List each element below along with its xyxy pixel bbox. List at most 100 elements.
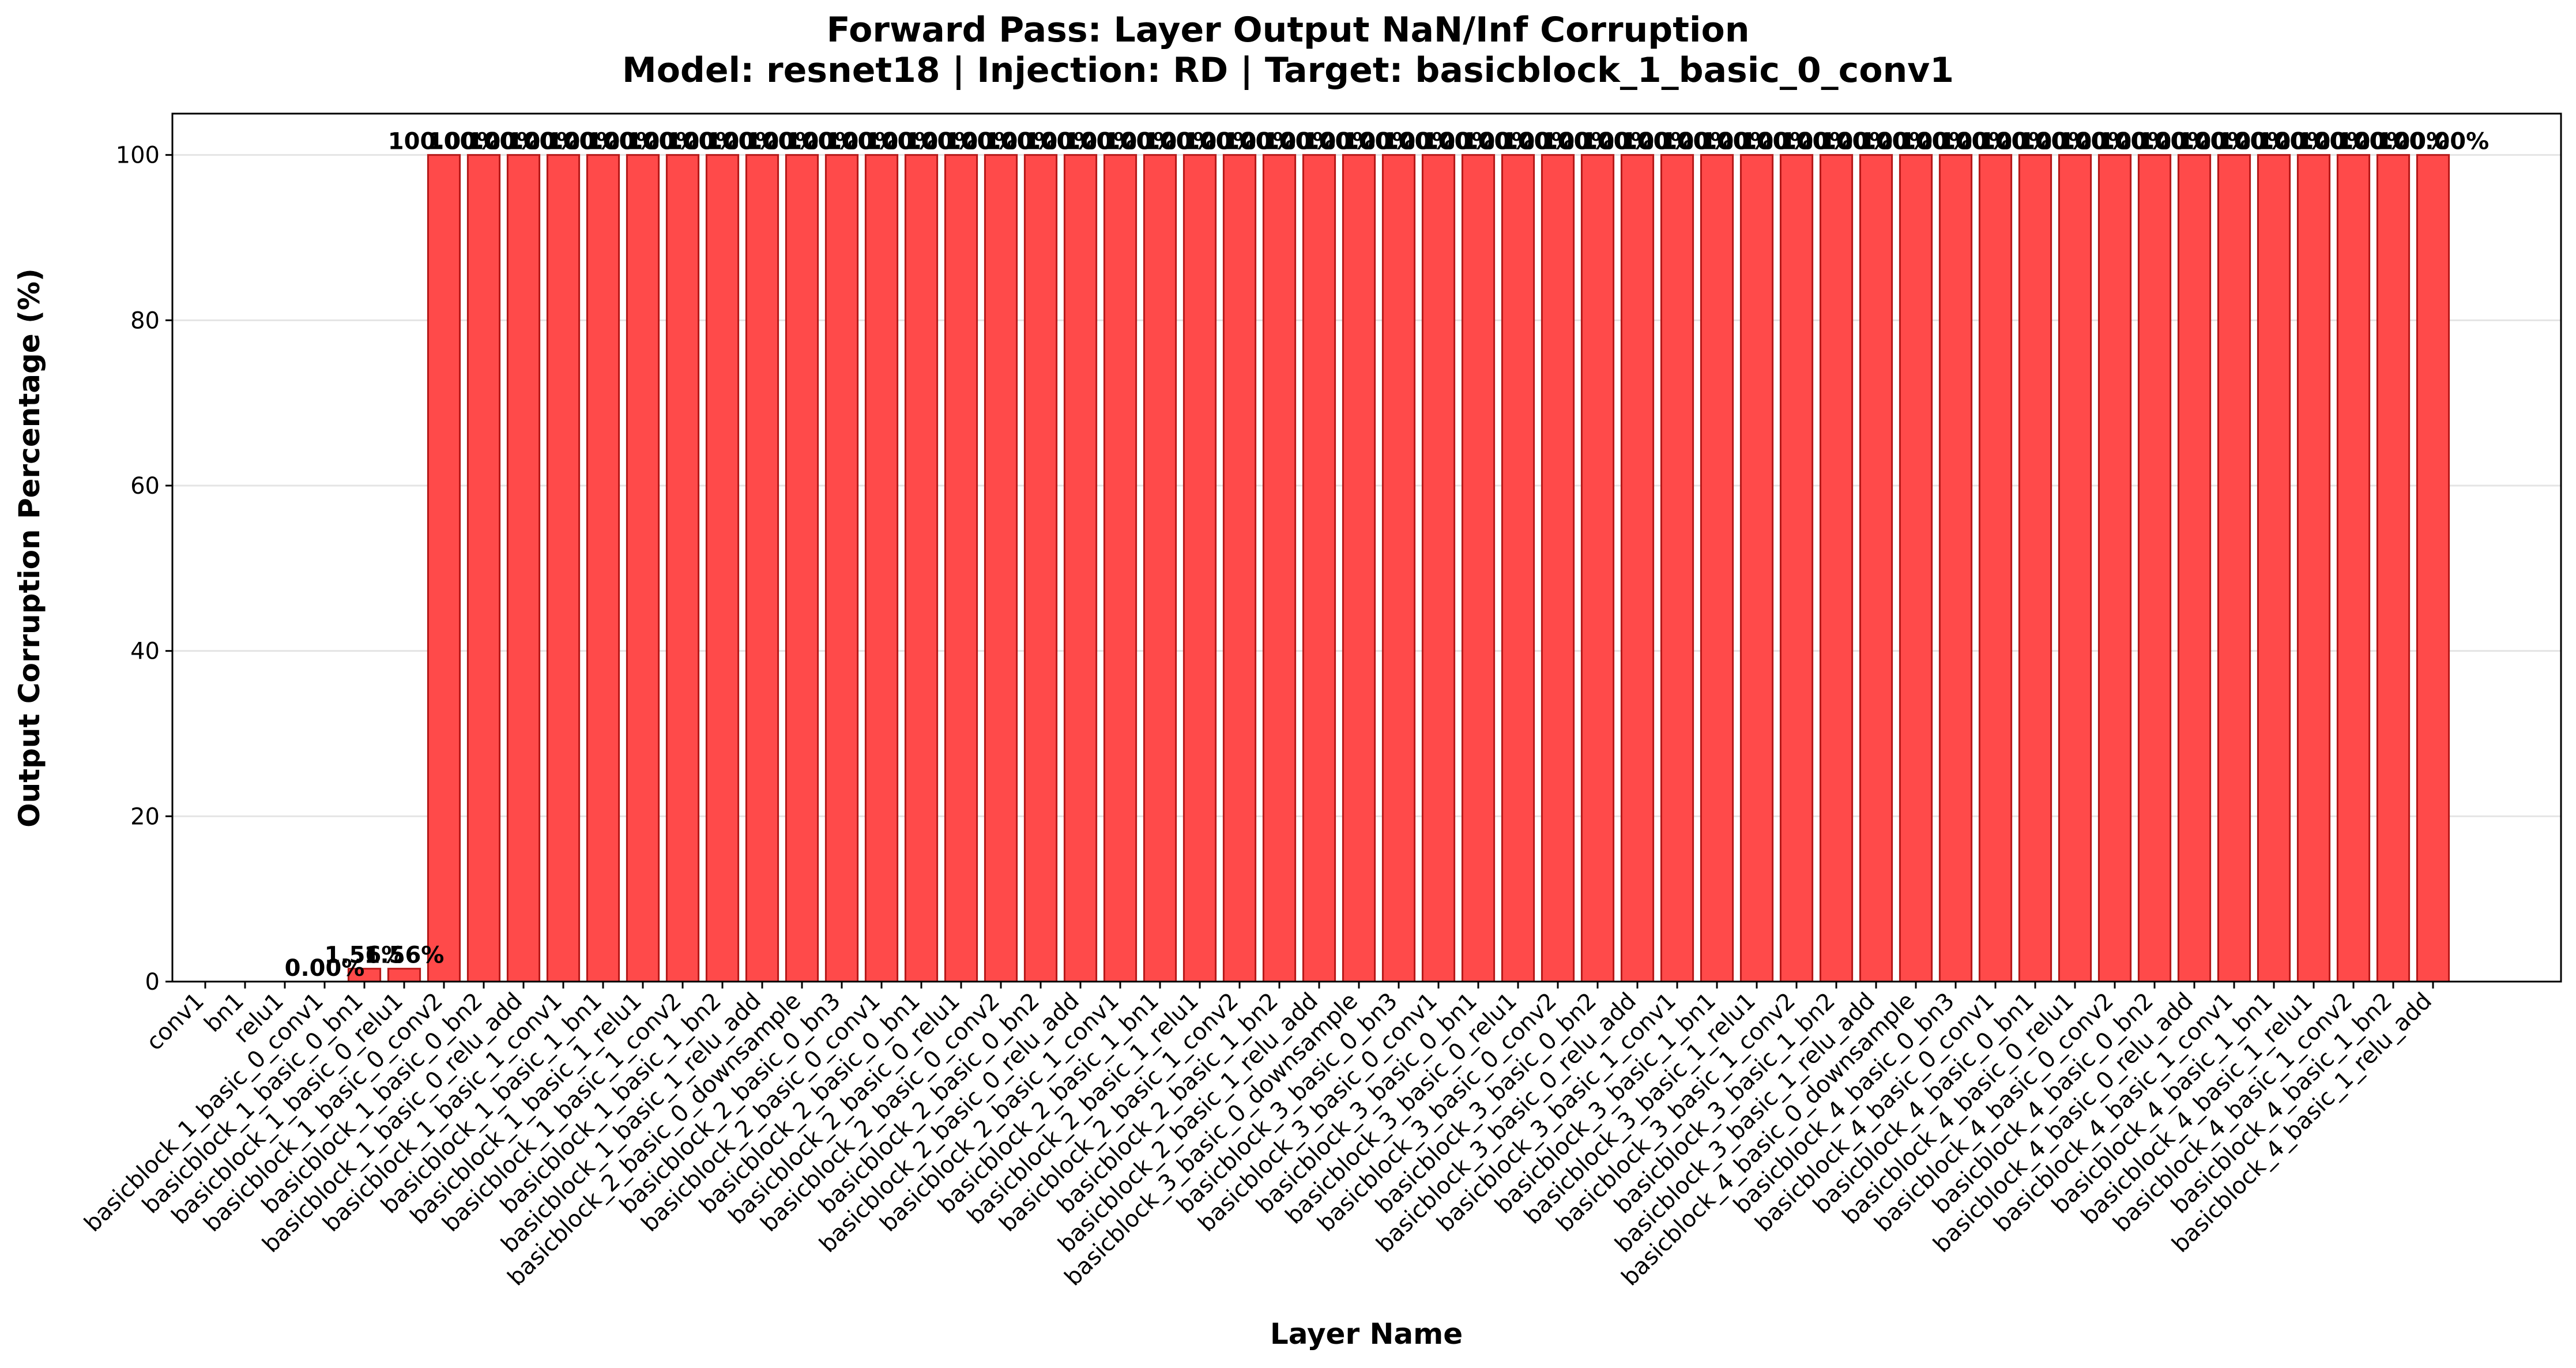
bar bbox=[665, 154, 700, 983]
bar-value-label: 100.00% bbox=[2337, 129, 2449, 155]
y-tick-label: 20 bbox=[130, 803, 160, 830]
bar-value-label: 100.00% bbox=[1860, 129, 1972, 155]
bar bbox=[1063, 154, 1098, 983]
bar-value-label: 100.00% bbox=[1383, 129, 1494, 155]
bar-value-label: 100.00% bbox=[1542, 129, 1654, 155]
bar bbox=[2257, 154, 2291, 983]
bar-value-label: 100.00% bbox=[1741, 129, 1852, 155]
bar-value-label: 100.00% bbox=[1979, 129, 2091, 155]
bar-value-label: 100.00% bbox=[1780, 129, 1892, 155]
bar-value-label: 100.00% bbox=[2019, 129, 2131, 155]
bar-value-label: 100.00% bbox=[746, 129, 858, 155]
bar-value-label: 100.00% bbox=[865, 129, 977, 155]
y-tick-label: 80 bbox=[130, 307, 160, 334]
chart-subtitle: Model: resnet18 | Injection: RD | Target… bbox=[622, 50, 1954, 91]
bar bbox=[1779, 154, 1814, 983]
bar bbox=[1421, 154, 1456, 983]
bar bbox=[1938, 154, 1973, 983]
bar bbox=[1580, 154, 1615, 983]
bar-value-label: 100.00% bbox=[1025, 129, 1136, 155]
bar bbox=[2217, 154, 2251, 983]
bar bbox=[506, 154, 541, 983]
bar bbox=[1700, 154, 1734, 983]
bar-value-label: 100.00% bbox=[985, 129, 1097, 155]
bar-value-label: 100.00% bbox=[2377, 129, 2489, 155]
bar bbox=[1899, 154, 1933, 983]
y-tick-label: 100 bbox=[116, 142, 160, 169]
bar-value-label: 100.00% bbox=[1581, 129, 1693, 155]
bar bbox=[1302, 154, 1336, 983]
data-labels: 0.00%1.56%1.56%100.00%100.00%100.00%100.… bbox=[285, 129, 2490, 982]
bar bbox=[1222, 154, 1257, 983]
bar bbox=[1262, 154, 1297, 983]
bar-value-label: 100.00% bbox=[1661, 129, 1773, 155]
y-axis-label: Output Corruption Percentage (%) bbox=[13, 268, 46, 828]
bar bbox=[1342, 154, 1376, 983]
bar bbox=[2177, 154, 2212, 983]
bar-value-label: 100.00% bbox=[786, 129, 898, 155]
bar bbox=[2336, 154, 2371, 983]
bar-value-label: 100.00% bbox=[1184, 129, 1295, 155]
bar-value-label: 100.00% bbox=[2298, 129, 2409, 155]
bar-value-label: 100.00% bbox=[428, 129, 540, 155]
bar-value-label: 100.00% bbox=[2178, 129, 2290, 155]
bar bbox=[2296, 154, 2331, 983]
bar-value-label: 100.00% bbox=[1104, 129, 1216, 155]
bar bbox=[984, 154, 1018, 983]
bar-value-label: 100.00% bbox=[587, 129, 699, 155]
bar bbox=[1620, 154, 1655, 983]
bar bbox=[2376, 154, 2411, 983]
bar bbox=[2018, 154, 2052, 983]
bar bbox=[626, 154, 660, 983]
bar bbox=[466, 154, 501, 983]
bar-value-label: 100.00% bbox=[1462, 129, 1574, 155]
plot-area-frame bbox=[171, 112, 2562, 983]
bar-value-label: 100.00% bbox=[1422, 129, 1534, 155]
bar-value-label: 100.00% bbox=[1621, 129, 1733, 155]
bar-value-label: 0.00% bbox=[285, 955, 365, 982]
bar-value-label: 100.00% bbox=[547, 129, 659, 155]
bar-value-label: 100.00% bbox=[388, 129, 500, 155]
y-tick-label: 60 bbox=[130, 473, 160, 499]
bar bbox=[586, 154, 620, 983]
bar bbox=[1819, 154, 1854, 983]
bar bbox=[2416, 154, 2450, 983]
bar-value-label: 100.00% bbox=[2059, 129, 2171, 155]
y-tick-label: 40 bbox=[130, 638, 160, 665]
bar-value-label: 100.00% bbox=[468, 129, 579, 155]
bar-value-label: 100.00% bbox=[1502, 129, 1614, 155]
bar bbox=[904, 154, 939, 983]
bar-value-label: 100.00% bbox=[1263, 129, 1375, 155]
bar bbox=[944, 154, 978, 983]
chart-title: Forward Pass: Layer Output NaN/Inf Corru… bbox=[827, 10, 1750, 50]
bar-value-label: 100.00% bbox=[1064, 129, 1176, 155]
bar-value-label: 1.56% bbox=[325, 942, 405, 969]
bar-value-label: 100.00% bbox=[1900, 129, 2012, 155]
bar-value-label: 1.56% bbox=[364, 942, 445, 969]
bar bbox=[1541, 154, 1575, 983]
bar bbox=[1739, 154, 1774, 983]
y-tick-label: 0 bbox=[145, 969, 160, 995]
bar-value-label: 100.00% bbox=[1223, 129, 1335, 155]
bar bbox=[1859, 154, 1893, 983]
bar bbox=[864, 154, 899, 983]
bar-value-label: 100.00% bbox=[905, 129, 1017, 155]
bar bbox=[745, 154, 779, 983]
bar bbox=[1660, 154, 1694, 983]
bar bbox=[1381, 154, 1416, 983]
bar-value-label: 100.00% bbox=[945, 129, 1057, 155]
bar-value-label: 100.00% bbox=[2138, 129, 2250, 155]
bar bbox=[2137, 154, 2172, 983]
bar bbox=[785, 154, 819, 983]
bar-value-label: 100.00% bbox=[666, 129, 778, 155]
bar-value-label: 100.00% bbox=[826, 129, 937, 155]
bar bbox=[1501, 154, 1535, 983]
bar bbox=[1143, 154, 1177, 983]
bar-value-label: 100.00% bbox=[1939, 129, 2051, 155]
bars bbox=[347, 154, 2450, 983]
bar-value-label: 100.00% bbox=[1701, 129, 1813, 155]
bar-value-label: 100.00% bbox=[2258, 129, 2370, 155]
bar bbox=[1978, 154, 2013, 983]
y-axis-ticks: 0 20 40 60 80 100 bbox=[116, 142, 172, 995]
